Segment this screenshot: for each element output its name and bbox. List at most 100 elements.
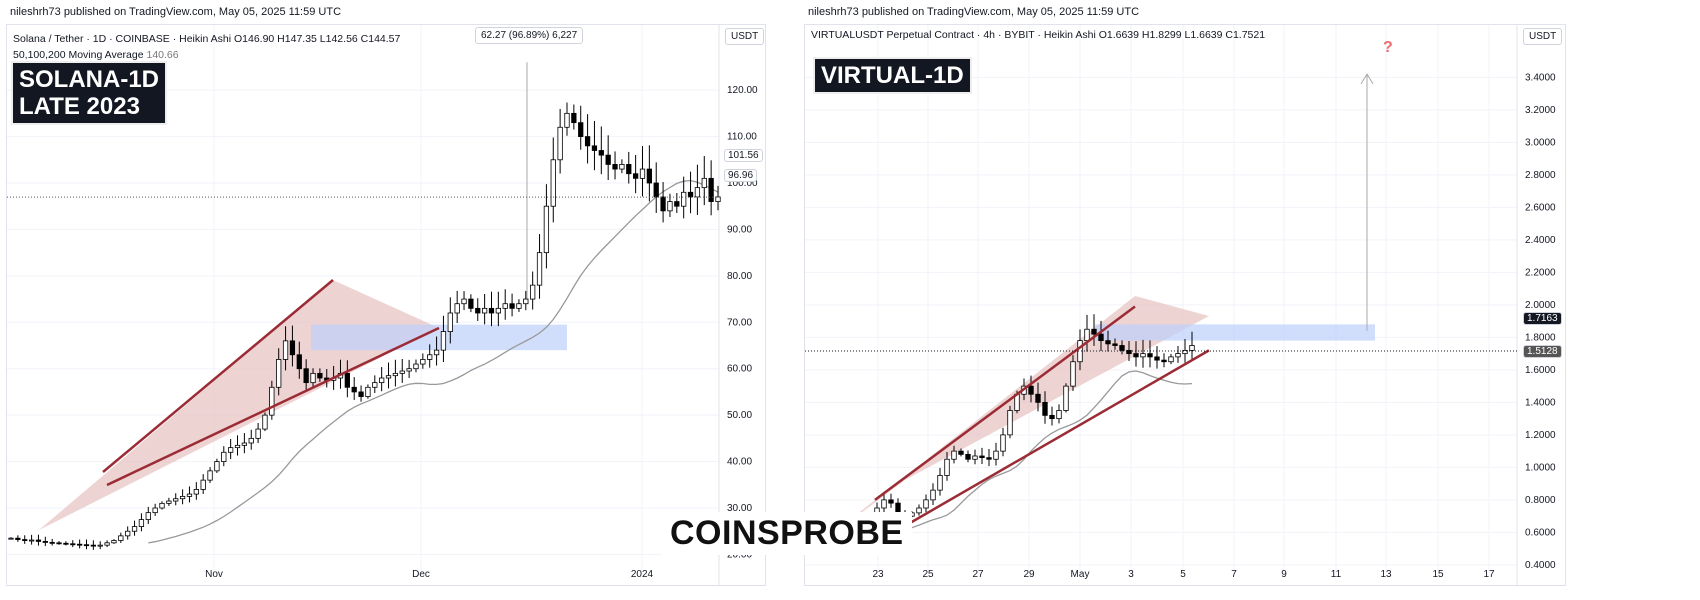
ma-line: 50,100,200 Moving Average 140.66	[13, 47, 400, 63]
candle-up	[550, 159, 556, 207]
candle-up	[461, 298, 467, 305]
candle-down	[358, 391, 364, 397]
candle-down	[888, 499, 894, 504]
x-tick-label: 17	[1483, 569, 1495, 580]
candle-up	[944, 458, 950, 476]
candle-down	[708, 177, 714, 202]
candle-up	[152, 507, 158, 514]
candle-up	[440, 331, 447, 351]
candle-up	[454, 303, 460, 314]
last-price-tag: 1.7163	[1523, 312, 1562, 325]
y-tick-label: 2.4000	[1525, 235, 1556, 246]
y-tick-label: 2.0000	[1525, 300, 1556, 311]
solana-chart[interactable]: 120.00 110.00 100.00 90.00 80.00 70.00 60.00 50…	[7, 25, 765, 585]
candle-down	[1091, 328, 1097, 335]
candle-up	[221, 451, 227, 462]
candle-down	[660, 196, 666, 212]
candle-up	[193, 489, 199, 495]
candle-up	[379, 377, 385, 384]
candle-up	[413, 363, 419, 370]
x-tick-label: 23	[872, 569, 884, 580]
y-tick-label: 80.00	[727, 271, 752, 282]
candle-down	[626, 164, 632, 175]
candle-down	[965, 453, 971, 460]
candle-up	[557, 126, 563, 161]
y-tick-label: 3.4000	[1525, 72, 1556, 83]
candle-up	[619, 164, 625, 170]
x-tick-label: 25	[922, 569, 934, 580]
candle-down	[296, 354, 302, 370]
candle-up	[207, 470, 213, 481]
candle-up	[694, 187, 701, 198]
candle-up	[392, 372, 399, 377]
candle-down	[63, 542, 69, 545]
x-tick-label: Dec	[412, 569, 430, 580]
rising-wedge-fill	[805, 296, 1209, 555]
candle-up	[930, 489, 936, 501]
question-mark: ?	[1383, 39, 1393, 56]
candle-up	[1000, 434, 1006, 452]
x-tick-label: 27	[972, 569, 984, 580]
virtual-chart-panel[interactable]: 3.4000 3.2000 3.0000 2.8000 2.6000 2.4000 2.20…	[804, 24, 1566, 586]
candle-down	[986, 457, 992, 460]
y-tick-label: 0.4000	[1525, 560, 1556, 571]
candle-up	[447, 312, 453, 332]
candle-down	[1042, 401, 1048, 416]
candle-up	[923, 499, 929, 509]
candle-up	[433, 349, 440, 356]
candle-down	[1154, 356, 1160, 361]
y-tick-label: 3.2000	[1525, 105, 1556, 116]
x-tick-label: 11	[1331, 569, 1342, 580]
candle-up	[881, 499, 887, 509]
candle-up	[536, 252, 543, 286]
x-tick-label: May	[1071, 569, 1090, 580]
candle-up	[495, 307, 501, 314]
candle-down	[1161, 359, 1167, 363]
publisher-left: nileshrh73 published on TradingView.com,…	[10, 6, 342, 18]
candle-up	[639, 168, 646, 179]
currency-button[interactable]: USDT	[1523, 28, 1563, 45]
ma-value: 140.66	[146, 49, 179, 61]
solana-chart-panel[interactable]: 120.00 110.00 100.00 90.00 80.00 70.00 60.00 50…	[6, 24, 766, 586]
candle-down	[1035, 393, 1041, 403]
candle-down	[317, 372, 323, 379]
candle-up	[427, 354, 433, 360]
candle-up	[1084, 328, 1090, 342]
x-tick-label: 5	[1180, 569, 1186, 580]
candle-up	[200, 479, 206, 490]
y-tick-label: 50.00	[727, 410, 752, 421]
candle-down	[90, 544, 96, 547]
ma-price-tag: 1.5128	[1523, 345, 1562, 358]
candle-up	[399, 370, 405, 374]
measure-label: 62.27 (96.89%) 6,227	[475, 27, 584, 44]
candle-down	[509, 303, 515, 309]
candle-up	[262, 414, 268, 430]
candle-down	[56, 542, 62, 545]
candle-down	[571, 112, 577, 124]
candle-down	[1028, 385, 1034, 395]
candle-down	[1147, 353, 1153, 358]
ma-price-tag: 101.56	[724, 149, 763, 162]
candle-down	[584, 136, 591, 147]
y-tick-label: 0.6000	[1525, 527, 1556, 538]
x-tick-label: 2024	[631, 569, 654, 580]
virtual-chart[interactable]: 3.4000 3.2000 3.0000 2.8000 2.6000 2.4000 2.20…	[804, 25, 1565, 585]
candle-up	[972, 455, 978, 460]
currency-button[interactable]: USDT	[725, 28, 765, 45]
y-tick-label: 1.0000	[1525, 462, 1556, 473]
tag-line2: LATE 2023	[19, 93, 140, 120]
brand-watermark: COINSPROBE	[662, 512, 912, 555]
candle-down	[488, 307, 495, 314]
x-tick-label: 15	[1432, 569, 1444, 580]
candle-up	[179, 495, 186, 500]
candle-up	[131, 526, 138, 532]
candle-down	[979, 455, 985, 459]
candle-down	[1049, 414, 1055, 420]
x-tick-label: Nov	[205, 569, 223, 580]
candle-up	[1175, 353, 1181, 358]
candle-down	[958, 450, 964, 455]
y-tick-label: 110.00	[727, 132, 757, 143]
last-price-tag: 96.96	[724, 169, 758, 182]
candle-up	[104, 542, 110, 546]
candle-up	[1189, 345, 1195, 351]
